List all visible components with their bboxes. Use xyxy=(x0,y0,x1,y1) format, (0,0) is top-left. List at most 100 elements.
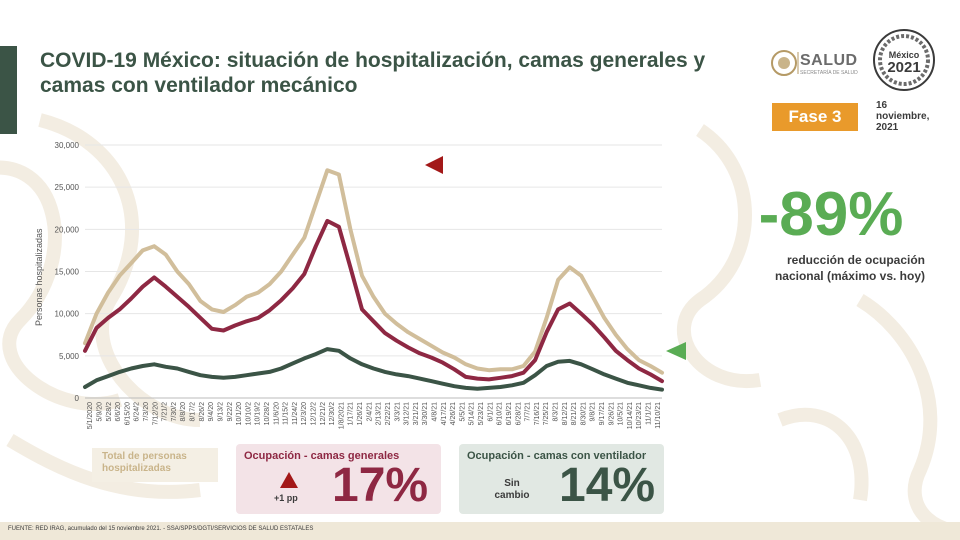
ventilator-beds-label: Ocupación - camas con ventilador xyxy=(467,450,647,462)
salud-label: SALUD xyxy=(800,52,858,69)
x-tick-label: 5/9/20 xyxy=(96,402,103,422)
y-tick-label: 5,000 xyxy=(59,352,80,361)
x-tick-label: 8/8/20 xyxy=(180,402,187,422)
x-tick-label: 10/23/21 xyxy=(636,402,643,429)
x-tick-label: 12/3/20 xyxy=(301,402,308,425)
y-tick-label: 15,000 xyxy=(55,268,80,277)
x-tick-label: 8/3/21 xyxy=(552,402,559,422)
general-beds-box: Ocupación - camas generales +1 pp 17% xyxy=(236,444,441,514)
x-tick-label: 5/1/2020 xyxy=(87,402,94,429)
x-tick-label: 6/24/2 xyxy=(134,402,141,422)
x-tick-label: 1/26/21 xyxy=(357,402,364,425)
page-title: COVID-19 México: situación de hospitaliz… xyxy=(40,49,706,97)
x-tick-label: 3/30/21 xyxy=(422,402,429,425)
x-tick-label: 5/23/21 xyxy=(478,402,485,425)
reduction-caption: reducción de ocupación nacional (máximo … xyxy=(774,253,925,283)
date-year: 2021 xyxy=(876,122,899,133)
report-date: 16 noviembre, 2021 xyxy=(876,100,946,133)
x-tick-label: 3/3/21 xyxy=(394,402,401,422)
x-tick-label: 11/1/21 xyxy=(646,402,653,425)
legend-total-box: Total de personas hospitalizadas xyxy=(92,448,218,482)
series-line-general xyxy=(83,218,664,384)
x-tick-label: 10/28/2 xyxy=(264,402,271,425)
x-tick-label: 8/12/21 xyxy=(562,402,569,425)
x-tick-label: 4/17/21 xyxy=(441,402,448,425)
x-tick-label: 7/25/21 xyxy=(543,402,550,425)
x-tick-label: 6/19/21 xyxy=(506,402,513,425)
x-tick-label: 2/13/21 xyxy=(376,402,383,425)
x-tick-label: 8/21/21 xyxy=(571,402,578,425)
current-marker-icon xyxy=(666,342,686,360)
fase-badge: Fase 3 xyxy=(772,103,858,131)
left-accent-bar xyxy=(0,46,17,134)
peak-marker-icon xyxy=(425,156,443,174)
general-beds-percentage: 17% xyxy=(332,459,429,512)
x-tick-label: 1/8/2021 xyxy=(338,402,345,429)
salud-logo-icon xyxy=(771,50,799,76)
x-tick-label: 11/10/21 xyxy=(655,402,662,429)
footer-bar xyxy=(0,522,960,540)
series-line-ventilator xyxy=(83,347,664,392)
y-tick-label: 0 xyxy=(75,394,80,403)
x-tick-label: 10/19/2 xyxy=(255,402,262,425)
x-tick-label: 7/30/2 xyxy=(171,402,178,422)
series-line-total xyxy=(83,168,664,375)
hospitalization-chart: 0 5,000 10,000 15,000 20,000 25,000 30,000 5/1/… xyxy=(55,141,664,429)
x-tick-label: 9/17/21 xyxy=(599,402,606,425)
x-tick-label: 7/3/20 xyxy=(143,402,150,422)
salud-sublabel: SECRETARÍA DE SALUD xyxy=(800,70,858,76)
x-tick-label: 10/14/21 xyxy=(627,402,634,429)
x-tick-label: 9/22/2 xyxy=(227,402,234,422)
x-tick-label: 11/24/2 xyxy=(292,402,299,425)
x-tick-label: 11/15/2 xyxy=(283,402,290,425)
x-tick-label: 10/1/20 xyxy=(236,402,243,425)
x-tick-label: 12/30/2 xyxy=(329,402,336,425)
x-tick-label: 4/26/21 xyxy=(450,402,457,425)
x-tick-label: 6/1/21 xyxy=(487,402,494,422)
mexico-2021-seal-icon: México 2021 xyxy=(873,29,935,91)
y-tick-label: 20,000 xyxy=(55,225,80,234)
date-month: noviembre, xyxy=(876,111,930,122)
x-tick-label: 8/30/21 xyxy=(580,402,587,425)
x-tick-label: 7/16/21 xyxy=(534,402,541,425)
x-tick-label: 12/12/2 xyxy=(311,402,318,425)
ventilator-beds-percentage: 14% xyxy=(559,459,656,512)
seal-top-text: México xyxy=(889,50,920,60)
x-tick-label: 4/8/21 xyxy=(431,402,438,422)
y-tick-label: 10,000 xyxy=(55,310,80,319)
y-tick-label: 30,000 xyxy=(55,141,80,150)
x-tick-label: 9/4/20 xyxy=(208,402,215,422)
x-tick-label: 5/14/21 xyxy=(469,402,476,425)
ventilator-beds-change: Sin cambio xyxy=(494,478,530,501)
reduction-percentage: -89% xyxy=(758,180,904,249)
x-tick-label: 6/15/20 xyxy=(124,402,131,425)
x-tick-label: 5/28/2 xyxy=(106,402,113,422)
x-tick-label: 3/21/21 xyxy=(413,402,420,425)
x-tick-label: 7/7/21 xyxy=(525,402,532,422)
x-tick-label: 10/5/21 xyxy=(618,402,625,425)
x-tick-label: 6/6/20 xyxy=(115,402,122,422)
x-tick-label: 11/6/20 xyxy=(273,402,280,425)
x-tick-label: 7/12/20 xyxy=(152,402,159,425)
x-tick-label: 2/4/21 xyxy=(366,402,373,422)
x-tick-label: 6/28/21 xyxy=(515,402,522,425)
up-arrow-icon xyxy=(280,472,298,488)
x-tick-label: 12/21/2 xyxy=(320,402,327,425)
footer-source: FUENTE: RED IRAG, acumulado del 15 novie… xyxy=(8,526,314,532)
ventilator-beds-box: Ocupación - camas con ventilador Sin cam… xyxy=(459,444,664,514)
y-tick-label: 25,000 xyxy=(55,183,80,192)
x-tick-label: 2/22/21 xyxy=(385,402,392,425)
x-tick-label: 3/12/21 xyxy=(404,402,411,425)
x-tick-label: 9/26/21 xyxy=(608,402,615,425)
general-beds-label: Ocupación - camas generales xyxy=(244,450,400,462)
x-tick-label: 8/17/2 xyxy=(190,402,197,422)
x-tick-label: 1/17/21 xyxy=(348,402,355,425)
x-tick-label: 9/8/21 xyxy=(590,402,597,422)
x-tick-label: 9/13/2 xyxy=(217,402,224,422)
x-tick-label: 7/21/2 xyxy=(162,402,169,422)
date-day: 16 xyxy=(876,100,888,111)
x-tick-label: 6/10/21 xyxy=(497,402,504,425)
x-tick-label: 10/10/2 xyxy=(245,402,252,425)
legend-total-label: Total de personas hospitalizadas xyxy=(102,451,187,474)
